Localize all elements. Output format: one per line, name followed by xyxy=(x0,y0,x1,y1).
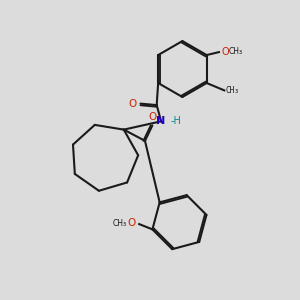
Text: O: O xyxy=(129,99,137,109)
Text: CH₃: CH₃ xyxy=(113,219,127,228)
Text: O: O xyxy=(148,112,157,122)
Text: -H: -H xyxy=(170,116,182,126)
Text: N: N xyxy=(156,116,165,126)
Text: CH₃: CH₃ xyxy=(228,47,242,56)
Text: CH₃: CH₃ xyxy=(226,86,240,95)
Text: O: O xyxy=(221,47,229,57)
Text: O: O xyxy=(128,218,136,229)
